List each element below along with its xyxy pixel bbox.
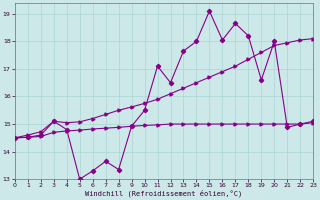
X-axis label: Windchill (Refroidissement éolien,°C): Windchill (Refroidissement éolien,°C) <box>85 190 243 197</box>
